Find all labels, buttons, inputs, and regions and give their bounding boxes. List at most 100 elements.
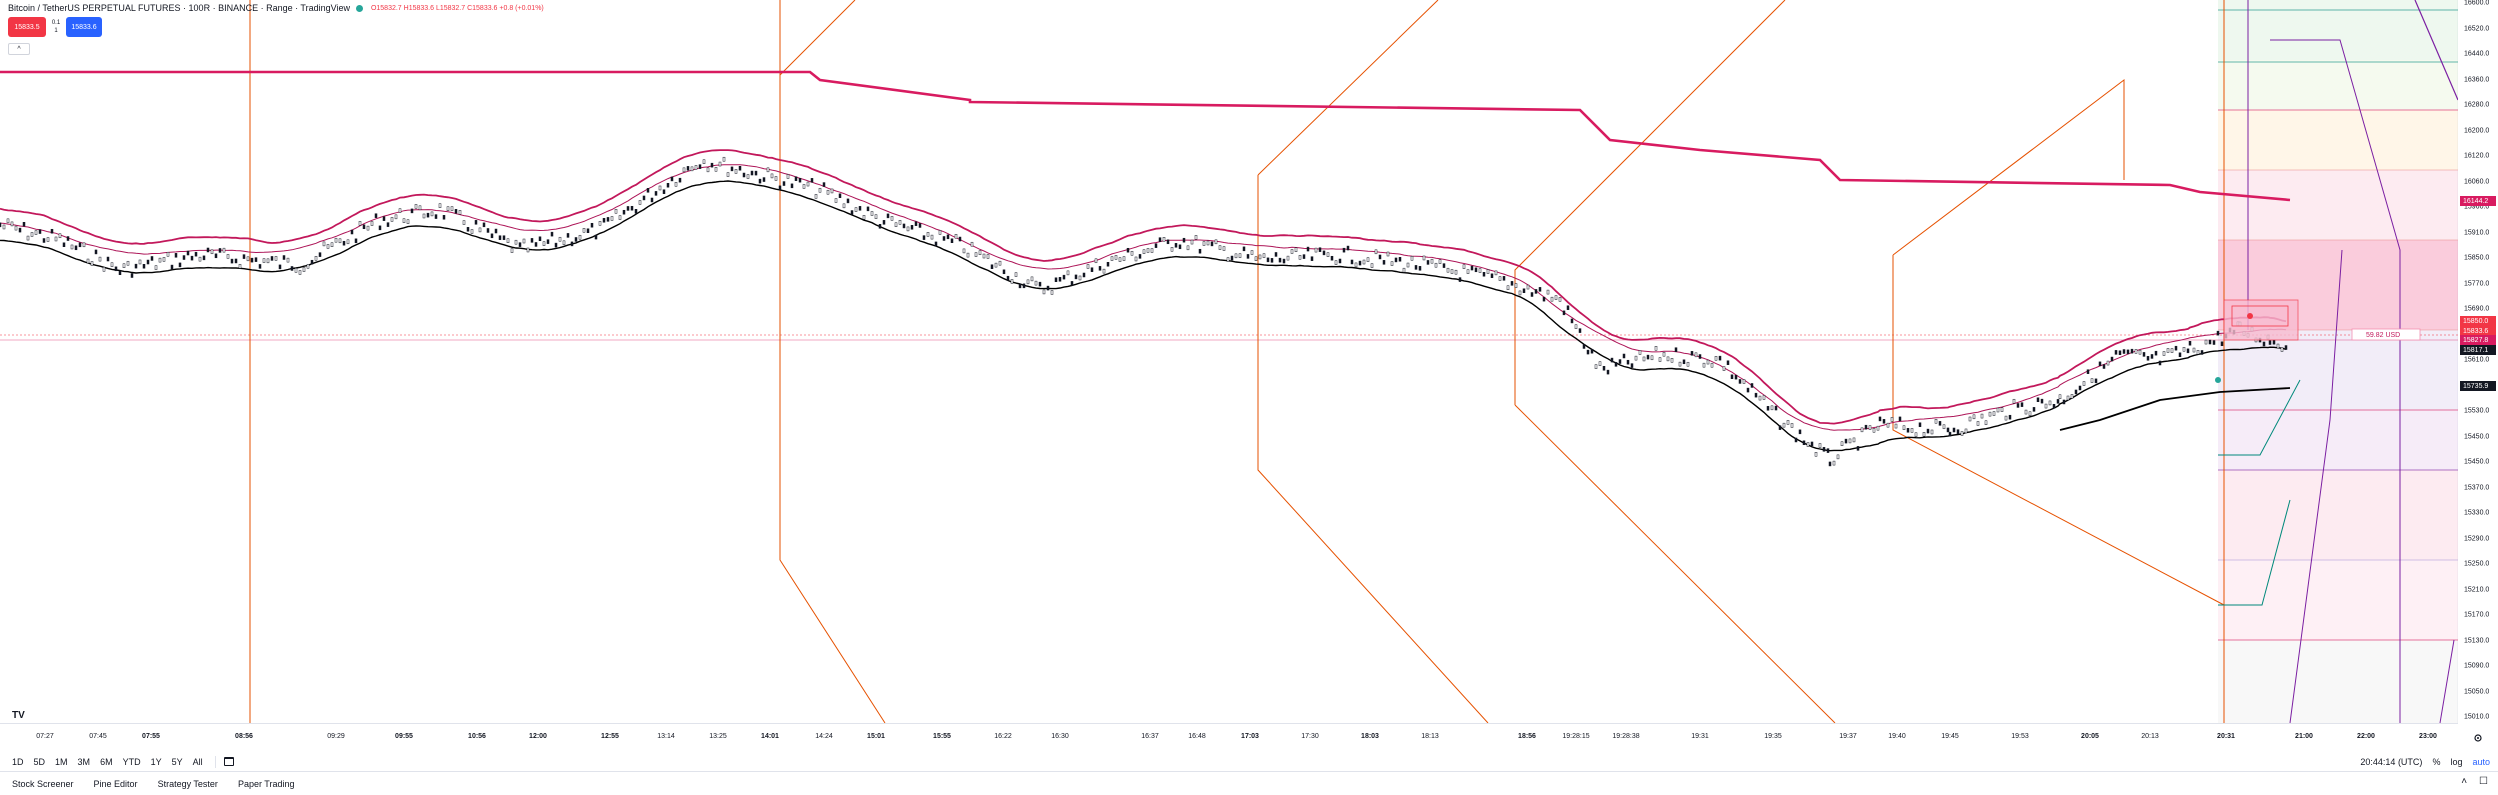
- range-brick: [1934, 418, 1938, 424]
- range-brick: [1694, 352, 1698, 358]
- range-brick: [374, 213, 378, 218]
- maximize-panel-icon[interactable]: ☐: [2479, 776, 2488, 787]
- time-axis[interactable]: 07:27 07:45 07:55 08:56 09:29 09:55 10:56 12:00…: [0, 723, 2458, 752]
- range-brick: [2166, 348, 2170, 353]
- range-brick: [1960, 431, 1964, 436]
- range-brick: [2268, 340, 2272, 345]
- range-button-1y[interactable]: 1Y: [150, 756, 162, 767]
- range-brick: [474, 220, 478, 225]
- range-brick: [2062, 399, 2066, 405]
- range-button-5d[interactable]: 5D: [33, 756, 46, 767]
- price-tick-label: 15770.0: [2464, 280, 2490, 287]
- range-brick: [2066, 395, 2070, 401]
- range-brick: [2280, 347, 2284, 352]
- chart-plot-area[interactable]: 59.82 USD: [0, 0, 2458, 723]
- purple-line: [2414, 0, 2458, 101]
- range-brick: [1530, 292, 1534, 297]
- price-axis[interactable]: 16600.0 16520.0 16440.0 16360.0 16280.0 16200…: [2458, 0, 2498, 723]
- range-brick: [582, 228, 586, 233]
- range-brick: [1398, 257, 1402, 262]
- time-tick-label: 19:45: [1941, 733, 1959, 740]
- range-brick: [1074, 274, 1078, 280]
- range-brick: [366, 225, 370, 231]
- range-brick: [926, 232, 930, 237]
- range-button-1d[interactable]: 1D: [12, 756, 24, 767]
- range-brick: [102, 267, 106, 272]
- range-brick: [1226, 257, 1230, 262]
- range-brick: [1750, 383, 1754, 388]
- range-button-ytd[interactable]: YTD: [122, 756, 141, 767]
- range-brick: [98, 256, 102, 262]
- time-tick-label: 15:01: [867, 733, 885, 740]
- range-button-3m[interactable]: 3M: [77, 756, 91, 767]
- range-brick: [1306, 246, 1310, 252]
- time-tick-label: 07:55: [142, 733, 160, 740]
- range-brick: [1886, 422, 1890, 428]
- position-inner-box: [2231, 305, 2289, 327]
- collapse-legend-button[interactable]: ^: [8, 43, 30, 55]
- log-scale-toggle[interactable]: log: [2450, 757, 2463, 767]
- range-brick: [1278, 257, 1282, 263]
- range-brick: [942, 236, 946, 241]
- range-brick: [1942, 424, 1946, 430]
- range-brick: [358, 221, 362, 226]
- measure-tool-label[interactable]: 59.82 USD: [2351, 328, 2421, 341]
- price-tick-label: 15910.0: [2464, 229, 2490, 236]
- range-brick: [1860, 427, 1864, 433]
- range-brick: [1270, 258, 1274, 263]
- range-brick: [1502, 276, 1506, 281]
- range-brick: [42, 238, 46, 243]
- buy-button[interactable]: 15833.6: [66, 17, 102, 37]
- range-brick: [994, 262, 998, 268]
- exit-marker: [2247, 313, 2253, 319]
- range-brick: [1754, 392, 1758, 398]
- range-button-1m[interactable]: 1M: [55, 756, 68, 767]
- fib-zone-band: [2218, 330, 2458, 410]
- range-button-5y[interactable]: 5Y: [171, 756, 183, 767]
- range-brick: [1510, 281, 1514, 286]
- range-brick: [438, 203, 442, 208]
- range-brick: [126, 260, 130, 266]
- panel-tab-pine-editor[interactable]: Pine Editor: [93, 778, 138, 789]
- range-brick: [1258, 254, 1262, 260]
- range-brick: [1852, 437, 1856, 443]
- range-brick: [1836, 454, 1840, 460]
- calendar-icon[interactable]: [223, 757, 234, 766]
- range-brick: [1374, 249, 1378, 255]
- range-brick: [2216, 330, 2220, 336]
- sell-button[interactable]: 15833.5: [8, 17, 46, 37]
- range-brick: [2000, 407, 2004, 412]
- spread-indicator: 0.1 1: [46, 17, 66, 37]
- tradingview-logo[interactable]: TV: [12, 710, 25, 721]
- range-brick: [1342, 247, 1346, 253]
- range-brick: [1930, 429, 1934, 435]
- price-chart-canvas[interactable]: 59.82 USD: [0, 0, 2458, 723]
- symbol-title[interactable]: Bitcoin / TetherUS PERPETUAL FUTURES · 1…: [8, 3, 350, 13]
- panel-tab-paper-trading[interactable]: Paper Trading: [237, 778, 295, 789]
- range-brick: [1462, 264, 1466, 269]
- auto-scale-toggle[interactable]: auto: [2472, 757, 2490, 767]
- ohlc-values: O15832.7 H15833.6 L15832.7 C15833.6 +0.8…: [370, 4, 544, 12]
- panel-tab-stock-screener[interactable]: Stock Screener: [12, 778, 74, 789]
- time-tick-label: 10:56: [468, 733, 486, 740]
- range-brick: [2186, 348, 2190, 354]
- range-brick: [442, 215, 446, 220]
- panel-tab-strategy-tester[interactable]: Strategy Tester: [157, 778, 218, 789]
- orange-pattern-shape: [1892, 255, 2225, 606]
- range-brick: [1166, 239, 1170, 245]
- percent-scale-toggle[interactable]: %: [2432, 757, 2441, 767]
- chevron-up-icon[interactable]: ˄: [2461, 776, 2468, 787]
- range-brick: [482, 222, 486, 228]
- range-brick: [1778, 425, 1782, 430]
- range-button-all[interactable]: All: [192, 756, 203, 767]
- range-brick: [1586, 349, 1590, 355]
- range-brick: [2162, 351, 2166, 356]
- axis-settings-corner[interactable]: [2458, 723, 2498, 752]
- range-brick: [1206, 240, 1210, 246]
- range-brick: [1494, 270, 1498, 276]
- bottom-panel-tabs: Stock Screener Pine Editor Strategy Tester…: [0, 772, 2498, 795]
- range-brick: [1826, 448, 1830, 453]
- range-brick: [790, 183, 794, 189]
- range-brick: [1250, 250, 1254, 255]
- range-button-6m[interactable]: 6M: [100, 756, 113, 767]
